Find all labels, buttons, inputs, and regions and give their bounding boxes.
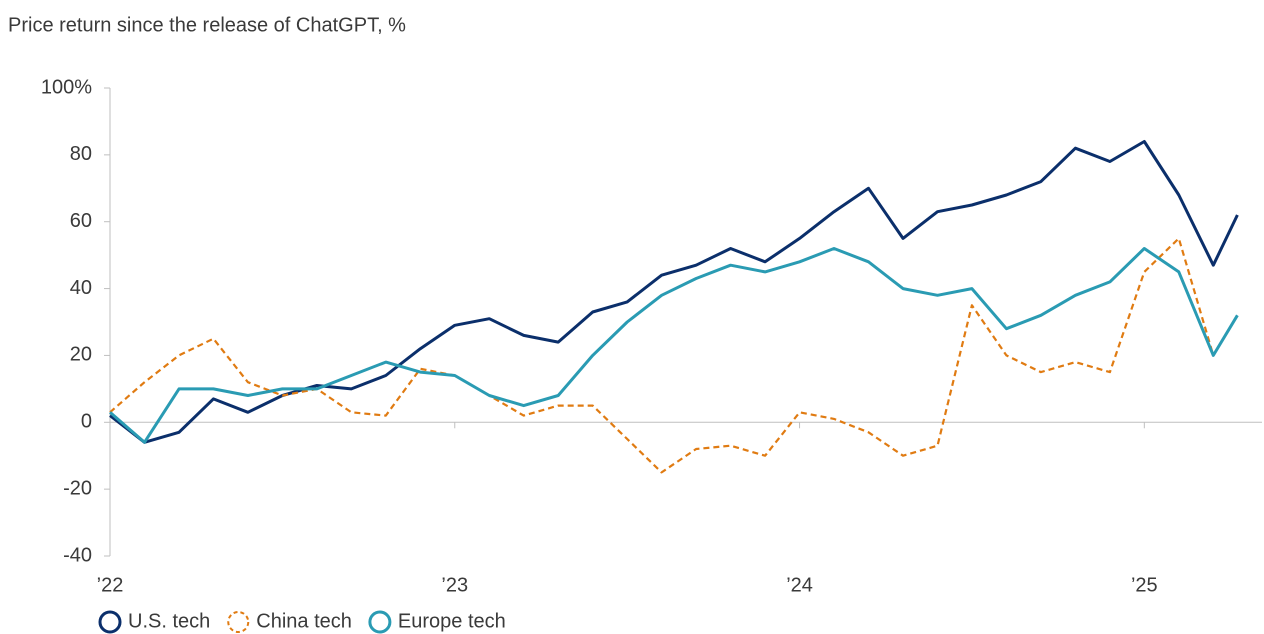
y-tick-label: 60 xyxy=(70,210,92,232)
legend-label: China tech xyxy=(256,610,352,632)
x-tick-label: ’23 xyxy=(441,574,468,596)
y-tick-label: 20 xyxy=(70,344,92,366)
y-tick-label: 80 xyxy=(70,143,92,165)
legend-label: Europe tech xyxy=(398,610,506,632)
chart-title: Price return since the release of ChatGP… xyxy=(8,14,406,36)
legend-label: U.S. tech xyxy=(128,610,210,632)
x-tick-label: ’24 xyxy=(786,574,813,596)
series-line xyxy=(109,140,1239,444)
x-tick-label: ’22 xyxy=(97,574,124,596)
y-tick-label: -20 xyxy=(63,477,92,499)
legend-symbol xyxy=(368,610,392,634)
legend-symbol xyxy=(227,611,250,633)
series-line xyxy=(109,237,1239,474)
series-line xyxy=(109,247,1239,444)
x-tick-label: ’25 xyxy=(1131,574,1158,596)
legend-symbol xyxy=(98,610,122,634)
y-tick-label: 0 xyxy=(81,411,92,433)
y-tick-label: -40 xyxy=(63,544,92,566)
y-tick-label: 100% xyxy=(41,76,92,98)
y-tick-label: 40 xyxy=(70,277,92,299)
